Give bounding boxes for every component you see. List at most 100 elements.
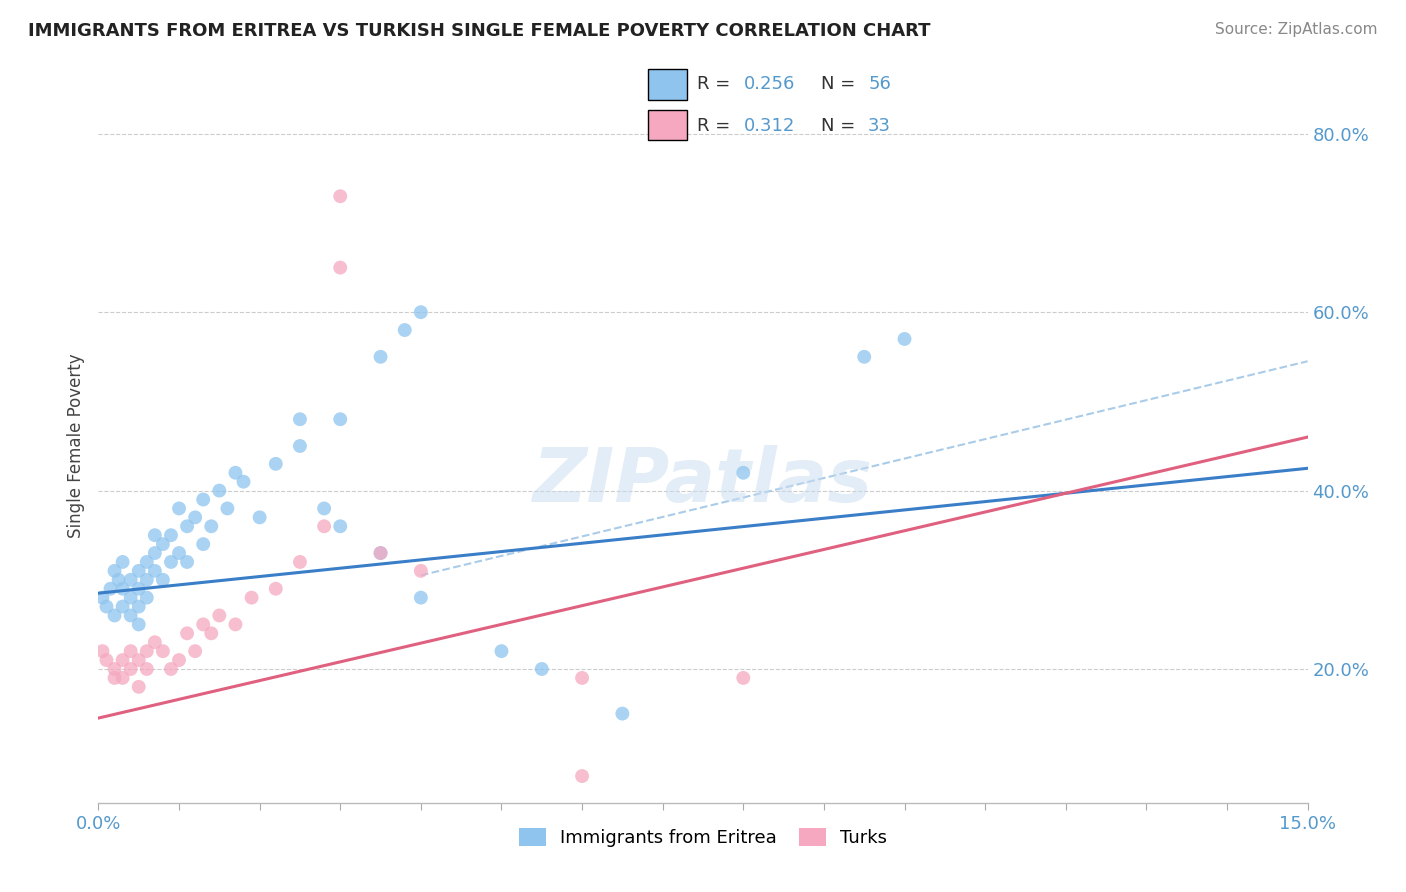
Point xyxy=(329,412,352,426)
Point xyxy=(232,475,254,489)
Text: 33: 33 xyxy=(868,117,891,135)
Point xyxy=(370,350,392,364)
Point xyxy=(184,510,207,524)
Point xyxy=(193,617,215,632)
Point xyxy=(176,626,198,640)
Point xyxy=(530,662,553,676)
Point xyxy=(612,706,634,721)
Point xyxy=(160,528,183,542)
Point xyxy=(111,555,134,569)
Text: R =: R = xyxy=(697,117,735,135)
Point xyxy=(111,653,134,667)
Point xyxy=(103,608,125,623)
Point xyxy=(733,466,755,480)
Point xyxy=(264,457,287,471)
Text: ZIPatlas: ZIPatlas xyxy=(533,445,873,518)
Point xyxy=(120,591,142,605)
Point xyxy=(143,528,166,542)
Point xyxy=(152,644,174,658)
Point xyxy=(288,555,311,569)
Point xyxy=(200,626,222,640)
Point xyxy=(394,323,416,337)
Point xyxy=(314,519,336,533)
Point xyxy=(176,519,198,533)
Point xyxy=(120,662,142,676)
Point xyxy=(96,653,118,667)
Point xyxy=(288,412,311,426)
Point xyxy=(893,332,915,346)
Point xyxy=(128,599,150,614)
Point xyxy=(370,546,392,560)
Point xyxy=(143,546,166,560)
Point xyxy=(91,644,114,658)
Point xyxy=(184,644,207,658)
Y-axis label: Single Female Poverty: Single Female Poverty xyxy=(66,354,84,538)
Point xyxy=(329,260,352,275)
Point xyxy=(208,483,231,498)
Point xyxy=(96,599,118,614)
Point xyxy=(240,591,263,605)
Point xyxy=(193,537,215,551)
Point xyxy=(100,582,122,596)
FancyBboxPatch shape xyxy=(648,110,688,140)
Point xyxy=(143,564,166,578)
Point xyxy=(264,582,287,596)
FancyBboxPatch shape xyxy=(648,70,688,100)
Point xyxy=(128,582,150,596)
Point xyxy=(370,546,392,560)
Point xyxy=(128,617,150,632)
Point xyxy=(135,644,157,658)
Point xyxy=(111,671,134,685)
Point xyxy=(120,573,142,587)
Point xyxy=(107,573,129,587)
Point xyxy=(853,350,876,364)
Point xyxy=(167,501,190,516)
Point xyxy=(200,519,222,533)
Text: 56: 56 xyxy=(868,75,891,93)
Point xyxy=(571,769,593,783)
Point xyxy=(409,564,432,578)
Point xyxy=(103,662,125,676)
Text: N =: N = xyxy=(821,117,860,135)
Point xyxy=(103,564,125,578)
Point xyxy=(143,635,166,649)
Point xyxy=(491,644,513,658)
Text: 0.312: 0.312 xyxy=(744,117,796,135)
Point xyxy=(120,608,142,623)
Point xyxy=(176,555,198,569)
Point xyxy=(249,510,271,524)
Point xyxy=(135,591,157,605)
Point xyxy=(111,582,134,596)
Point xyxy=(329,189,352,203)
Point xyxy=(288,439,311,453)
Legend: Immigrants from Eritrea, Turks: Immigrants from Eritrea, Turks xyxy=(512,821,894,855)
Point xyxy=(128,680,150,694)
Text: IMMIGRANTS FROM ERITREA VS TURKISH SINGLE FEMALE POVERTY CORRELATION CHART: IMMIGRANTS FROM ERITREA VS TURKISH SINGL… xyxy=(28,22,931,40)
Point xyxy=(152,573,174,587)
Point xyxy=(409,591,432,605)
Point xyxy=(208,608,231,623)
Point xyxy=(167,653,190,667)
Text: N =: N = xyxy=(821,75,860,93)
Point xyxy=(160,662,183,676)
Point xyxy=(733,671,755,685)
Point xyxy=(128,564,150,578)
Text: Source: ZipAtlas.com: Source: ZipAtlas.com xyxy=(1215,22,1378,37)
Point xyxy=(160,555,183,569)
Point xyxy=(135,555,157,569)
Point xyxy=(135,662,157,676)
Text: R =: R = xyxy=(697,75,735,93)
Point xyxy=(128,653,150,667)
Text: 0.256: 0.256 xyxy=(744,75,796,93)
Point xyxy=(91,591,114,605)
Point xyxy=(409,305,432,319)
Point xyxy=(329,519,352,533)
Point xyxy=(135,573,157,587)
Point xyxy=(314,501,336,516)
Point xyxy=(217,501,239,516)
Point xyxy=(571,671,593,685)
Point xyxy=(120,644,142,658)
Point xyxy=(167,546,190,560)
Point xyxy=(152,537,174,551)
Point xyxy=(103,671,125,685)
